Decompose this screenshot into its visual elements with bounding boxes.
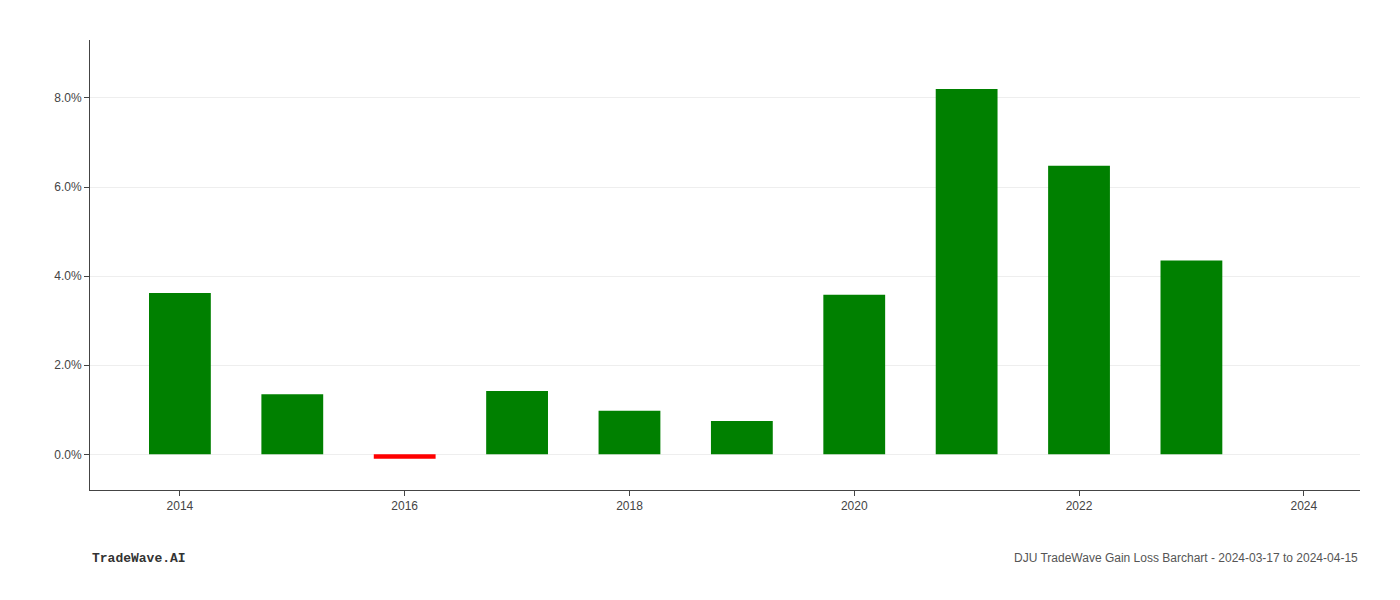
svg-text:4.0%: 4.0%: [54, 269, 82, 283]
svg-text:2024: 2024: [1290, 499, 1317, 513]
svg-text:2020: 2020: [841, 499, 868, 513]
svg-text:0.0%: 0.0%: [54, 448, 82, 462]
svg-text:DJU TradeWave Gain Loss Barcha: DJU TradeWave Gain Loss Barchart - 2024-…: [1014, 551, 1358, 565]
svg-text:6.0%: 6.0%: [54, 180, 82, 194]
svg-text:2022: 2022: [1066, 499, 1093, 513]
svg-text:2.0%: 2.0%: [54, 358, 82, 372]
svg-text:8.0%: 8.0%: [54, 91, 82, 105]
svg-text:2016: 2016: [391, 499, 418, 513]
svg-text:2014: 2014: [167, 499, 194, 513]
svg-text:2018: 2018: [616, 499, 643, 513]
svg-text:TradeWave.AI: TradeWave.AI: [92, 551, 186, 566]
